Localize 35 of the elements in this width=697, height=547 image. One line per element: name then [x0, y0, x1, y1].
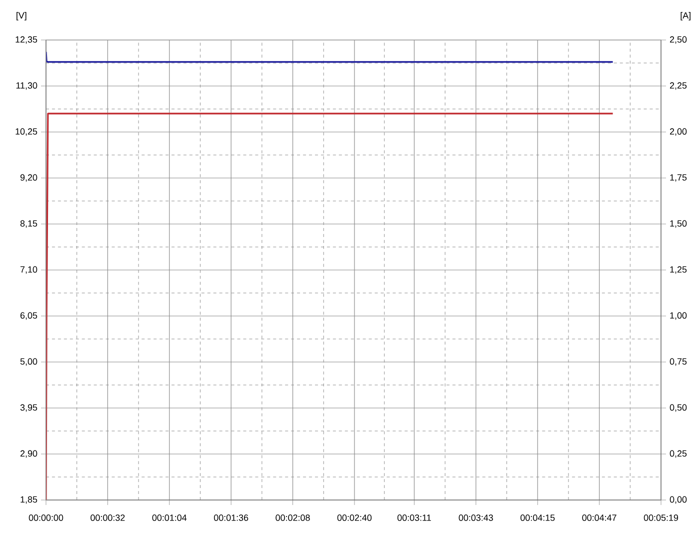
x-tick-label: 00:01:36	[214, 514, 248, 521]
y-tick-label: 6,05	[20, 312, 38, 320]
x-tick-label: 00:03:11	[397, 514, 431, 521]
y-tick-label: 10,25	[16, 128, 38, 136]
y-tick-label: 5,00	[20, 358, 38, 366]
y2-tick-label: 2,25	[670, 82, 687, 90]
x-tick-label: 00:00:00	[28, 514, 64, 521]
y2-tick-label: 1,75	[670, 174, 687, 182]
y-tick-label: 9,20	[20, 174, 38, 182]
x-tick-label: 00:04:47	[582, 514, 616, 521]
y2-axis-title: [A]	[680, 12, 690, 20]
y-axis-title: [V]	[16, 12, 26, 20]
y2-tick-label: 2,50	[670, 36, 687, 44]
y-tick-label: 11,30	[16, 82, 38, 90]
x-tick-label: 00:02:08	[276, 514, 310, 521]
y-tick-label: 7,10	[20, 266, 38, 274]
y2-tick-label: 0,25	[670, 450, 687, 458]
x-tick-label: 00:00:32	[90, 514, 125, 521]
y2-tick-label: 1,50	[670, 220, 687, 228]
y2-tick-label: 1,25	[670, 266, 687, 274]
x-tick-label: 00:01:04	[152, 514, 187, 521]
y-tick-label: 2,90	[20, 450, 38, 458]
x-tick-label: 00:03:43	[458, 514, 493, 521]
y-tick-label: 3,95	[20, 404, 38, 412]
y2-tick-label: 0,50	[670, 404, 687, 412]
y2-tick-label: 2,00	[670, 128, 687, 136]
y2-tick-label: 1,00	[670, 312, 687, 320]
y2-tick-label: 0,00	[670, 496, 687, 504]
y-tick-label: 1,85	[20, 496, 38, 504]
y2-tick-label: 0,75	[670, 358, 687, 366]
x-tick-label: 00:04:15	[520, 514, 555, 521]
y-tick-label: 12,35	[16, 36, 38, 44]
y-tick-label: 8,15	[20, 220, 38, 228]
x-tick-label: 00:02:40	[337, 514, 372, 521]
x-tick-label: 00:05:19	[644, 514, 678, 521]
